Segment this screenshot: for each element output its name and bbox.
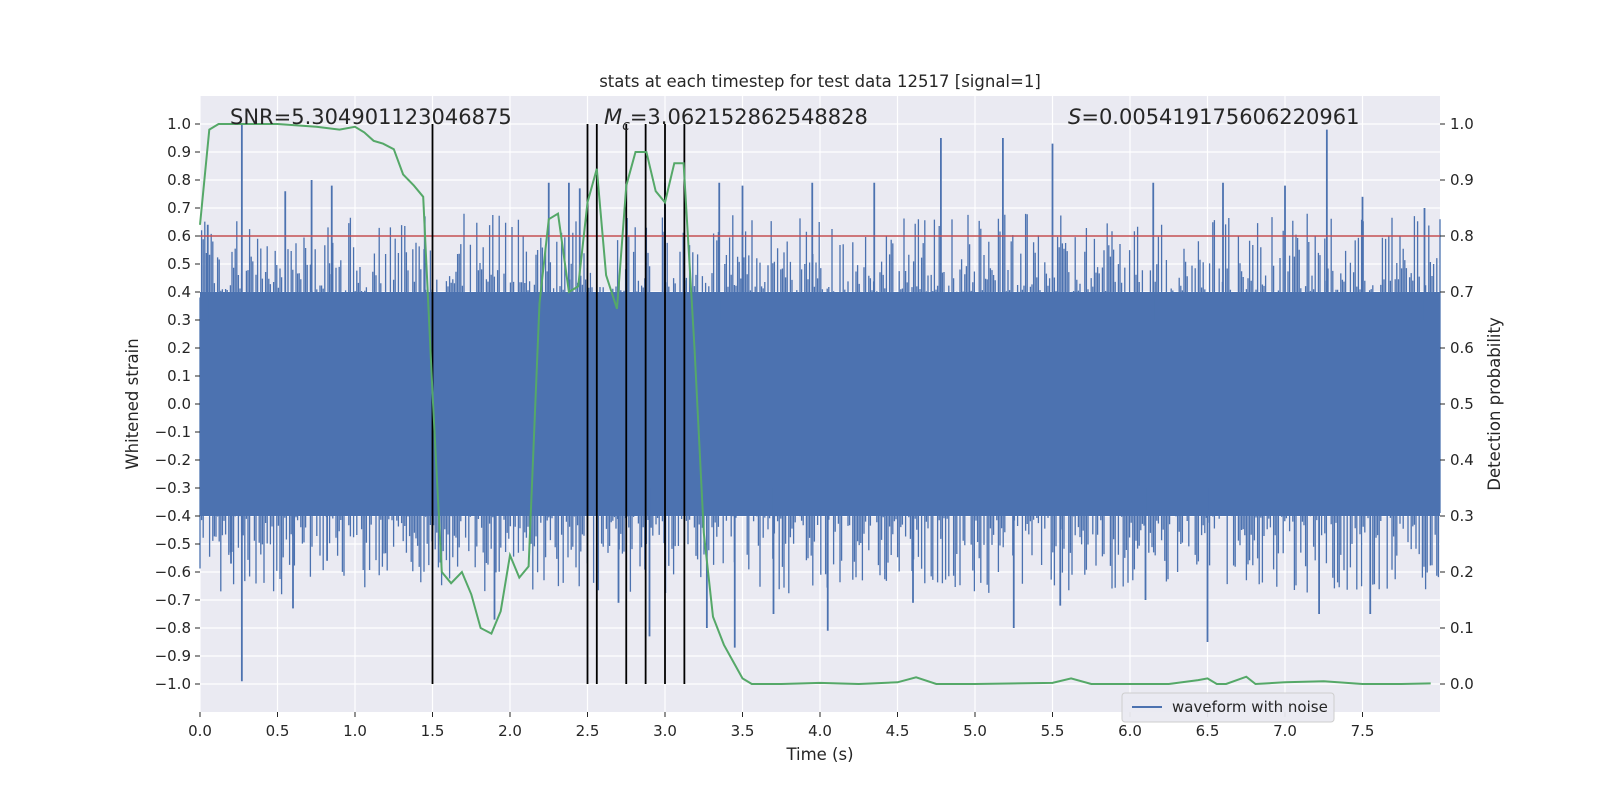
y-right-tick-label: 0.4 (1450, 451, 1474, 469)
y-right-tick-label: 0.2 (1450, 563, 1474, 581)
y-left-tick-label: −0.4 (155, 507, 191, 525)
y-left-tick-label: −0.1 (155, 423, 191, 441)
y-left-tick-labels: 1.0 0.9 0.8 0.7 0.6 0.5 0.4 0.3 0.2 0.1 0.0 −0.1 −0.… (155, 115, 200, 693)
y-right-tick-label: 1.0 (1450, 115, 1474, 133)
x-tick-label: 1.0 (343, 722, 367, 740)
y-right-tick-label: 0.9 (1450, 171, 1474, 189)
y-left-tick-label: 0.6 (167, 227, 191, 245)
y-right-tick-label: 0.7 (1450, 283, 1474, 301)
x-tick-label: 0.0 (188, 722, 212, 740)
y-left-tick-label: 0.1 (167, 367, 191, 385)
x-tick-label: 6.5 (1196, 722, 1220, 740)
y-right-tick-label: 0.5 (1450, 395, 1474, 413)
y-left-tick-label: 0.4 (167, 283, 191, 301)
x-tick-label: 5.0 (963, 722, 987, 740)
waveform-with-noise-series (199, 124, 1441, 682)
y-left-axis-label: Whitened strain (123, 338, 142, 469)
vertical-markers (431, 124, 686, 684)
x-tick-label: 5.5 (1041, 722, 1065, 740)
legend: waveform with noise (1121, 692, 1335, 723)
y-left-tick-label: 0.2 (167, 339, 191, 357)
mc-symbol: M (604, 105, 622, 129)
y-left-tick-label: 0.5 (167, 255, 191, 273)
x-tick-label: 4.0 (808, 722, 832, 740)
s-value: =0.005419175606220961 (1081, 105, 1359, 129)
y-left-tick-label: −0.9 (155, 647, 191, 665)
x-axis-label: Time (s) (785, 745, 853, 764)
y-right-tick-label: 0.3 (1450, 507, 1474, 525)
y-right-tick-label: 0.8 (1450, 227, 1474, 245)
chart-title: stats at each timestep for test data 125… (599, 72, 1041, 91)
y-left-tick-label: 0.0 (167, 395, 191, 413)
y-left-tick-label: −0.7 (155, 591, 191, 609)
y-left-tick-label: −0.8 (155, 619, 191, 637)
y-left-tick-label: 1.0 (167, 115, 191, 133)
y-right-tick-label: 0.1 (1450, 619, 1474, 637)
detection-probability-line (199, 123, 1431, 686)
x-tick-label: 0.5 (266, 722, 290, 740)
chirp-mass-annotation: Mc=3.062152862548828 (604, 105, 868, 134)
legend-box (1121, 692, 1335, 723)
y-left-tick-label: 0.3 (167, 311, 191, 329)
y-left-tick-label: 0.8 (167, 171, 191, 189)
x-tick-label: 3.5 (731, 722, 755, 740)
legend-label: waveform with noise (1172, 698, 1328, 716)
y-right-tick-label: 0.6 (1450, 339, 1474, 357)
y-left-tick-label: 0.9 (167, 143, 191, 161)
x-tick-label: 1.5 (421, 722, 445, 740)
y-left-tick-label: −0.3 (155, 479, 191, 497)
noise-envelope (199, 213, 1441, 595)
y-left-tick-label: −0.5 (155, 535, 191, 553)
y-left-tick-label: −1.0 (155, 675, 191, 693)
x-tick-label: 7.5 (1351, 722, 1375, 740)
x-tick-labels: 0.0 0.5 1.0 1.5 2.0 2.5 3.0 3.5 4.0 4.5 5.0 5.5 6.0 6… (188, 712, 1374, 740)
y-left-tick-label: −0.2 (155, 451, 191, 469)
x-tick-label: 4.5 (886, 722, 910, 740)
x-tick-label: 3.0 (653, 722, 677, 740)
mc-value: =3.062152862548828 (630, 105, 868, 129)
y-right-tick-labels: 1.0 0.9 0.8 0.7 0.6 0.5 0.4 0.3 0.2 0.1 0.0 (1440, 115, 1474, 693)
snr-annotation: SNR=5.304901123046875 (230, 105, 512, 129)
x-tick-label: 2.5 (576, 722, 600, 740)
y-left-tick-label: −0.6 (155, 563, 191, 581)
x-tick-label: 2.0 (498, 722, 522, 740)
y-left-tick-label: 0.7 (167, 199, 191, 217)
s-annotation: S=0.005419175606220961 (1068, 105, 1359, 129)
y-right-tick-label: 0.0 (1450, 675, 1474, 693)
x-tick-label: 7.0 (1273, 722, 1297, 740)
s-symbol: S (1068, 105, 1081, 129)
x-tick-label: 6.0 (1118, 722, 1142, 740)
mc-subscript: c (622, 118, 630, 134)
y-right-axis-label: Detection probability (1485, 317, 1504, 491)
